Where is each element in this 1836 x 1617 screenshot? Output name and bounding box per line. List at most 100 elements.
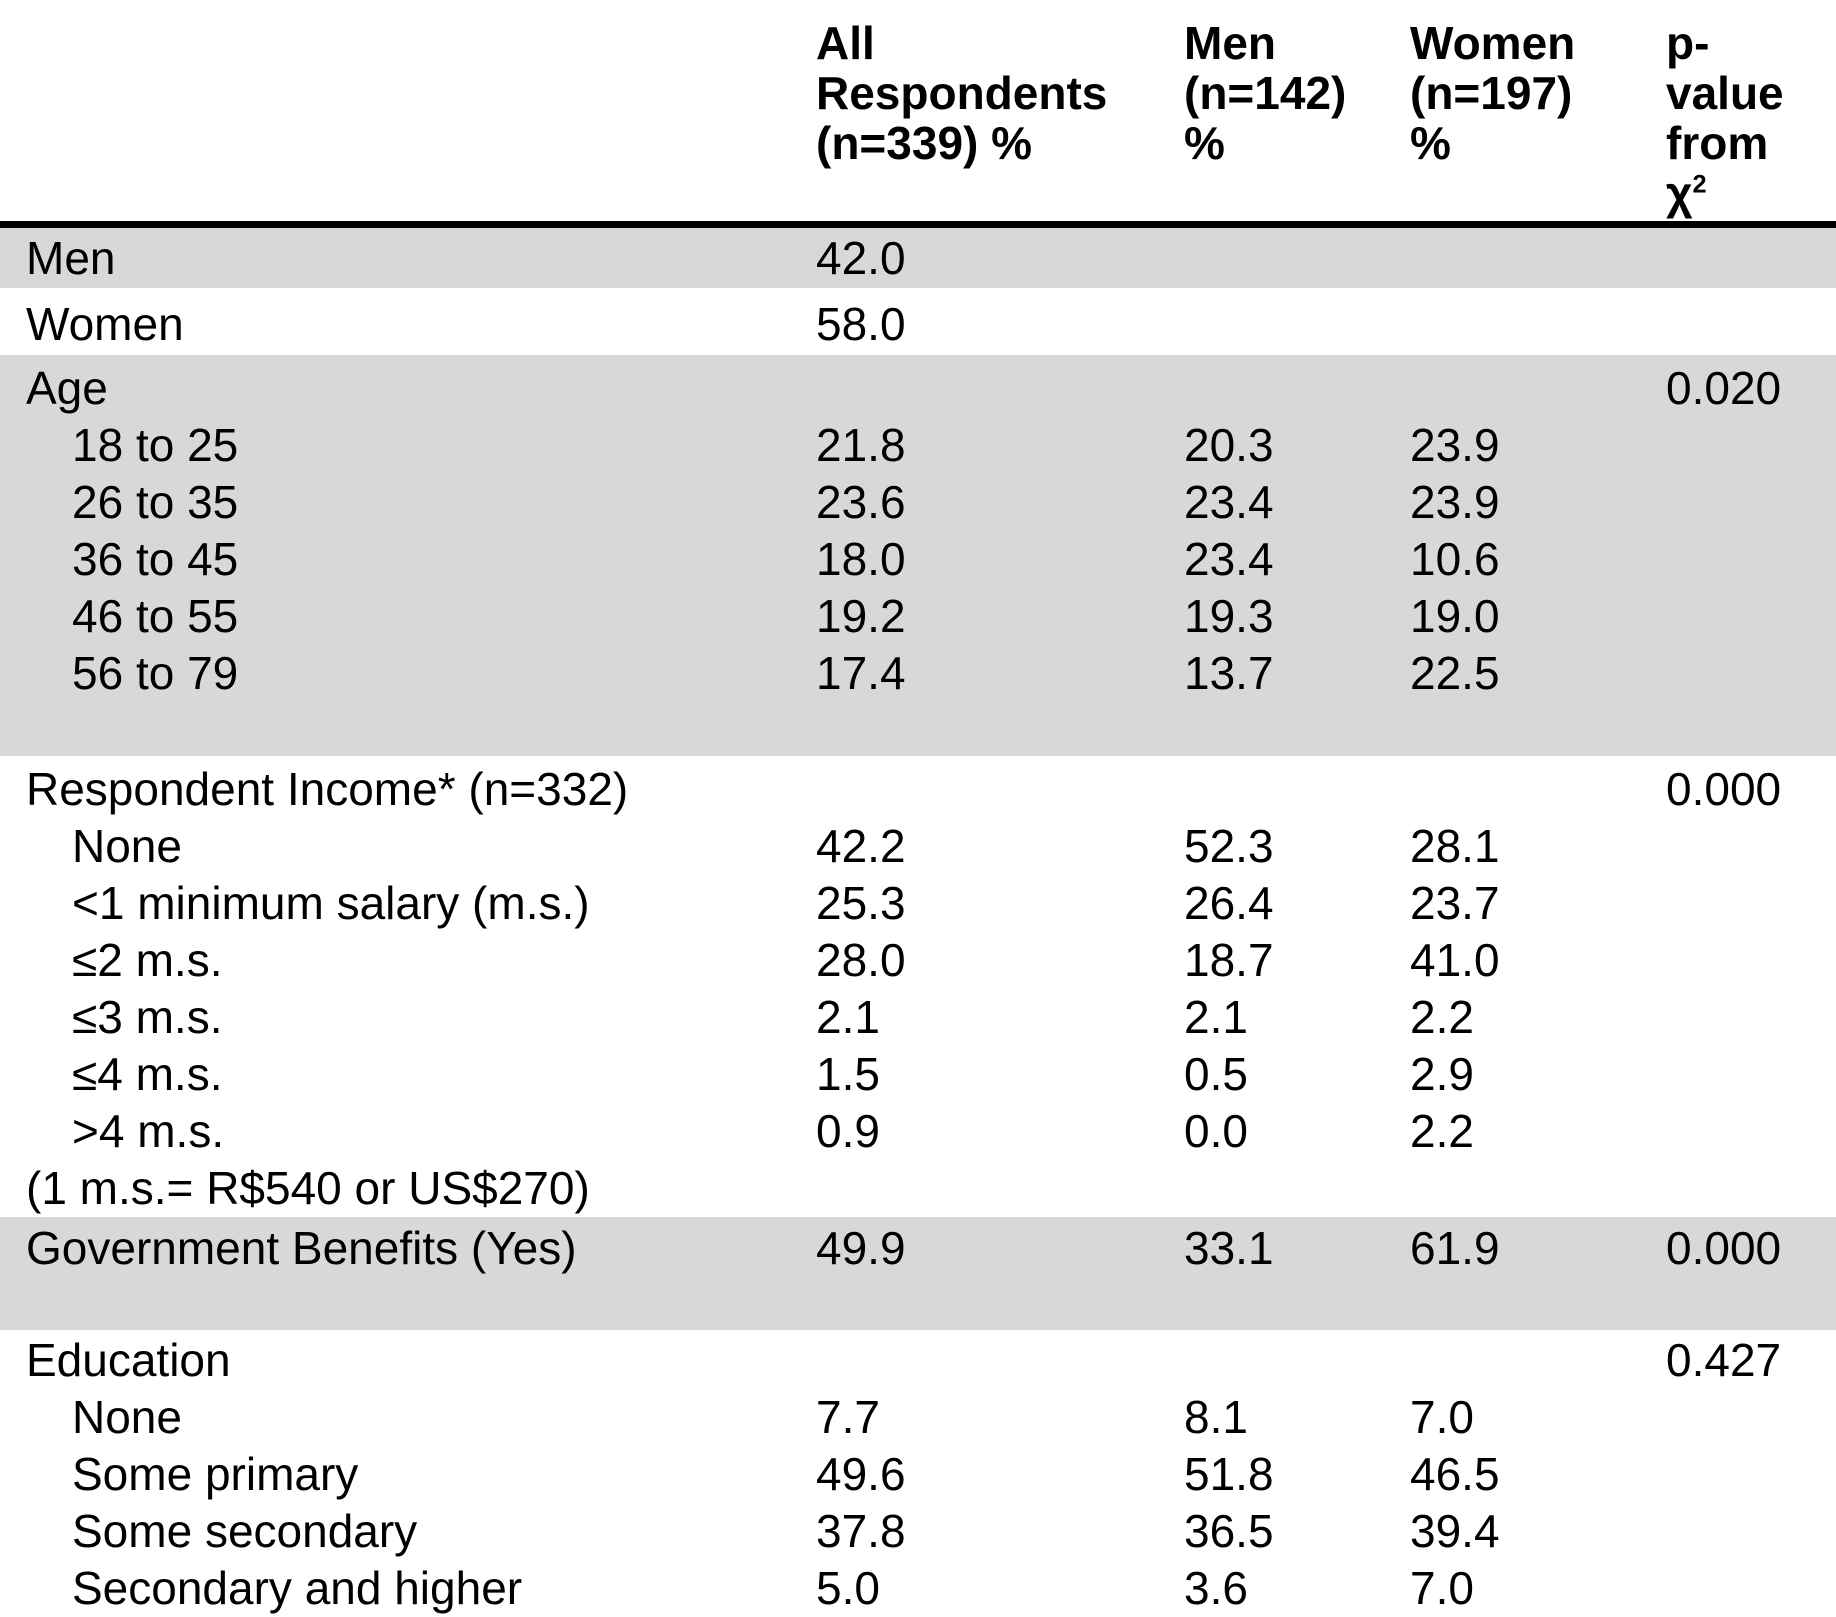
column-header-line: % <box>1410 117 1451 169</box>
cell-p <box>1666 1103 1836 1160</box>
cell-all: 49.9 <box>816 1222 906 1274</box>
cell-label: ≤3 m.s. <box>72 991 223 1043</box>
cell-men: 2.1 <box>1184 991 1248 1043</box>
cell-p <box>1666 1046 1836 1103</box>
cell-men: 51.8 <box>1184 1448 1274 1500</box>
cell-p: 0.427 <box>1666 1334 1782 1386</box>
cell-men: 23.4 <box>1184 533 1274 585</box>
cell-men: 23.4 <box>1184 476 1274 528</box>
cell-label: 36 to 45 <box>72 533 239 585</box>
cell-p <box>1666 230 1836 287</box>
column-header-all-respondents: All Respondents (n=339) % <box>816 18 1184 221</box>
cell-all: 17.4 <box>816 647 906 699</box>
chi-glyph: χ <box>1666 167 1693 219</box>
table-header-row: All Respondents (n=339) % Men (n=142) % … <box>0 0 1836 228</box>
table-row: 46 to 55 19.2 19.3 19.0 <box>0 588 1836 645</box>
table-row-footnote: (1 m.s.= R$540 or US$270) <box>0 1160 1836 1217</box>
table-row: Men 42.0 <box>0 230 1836 287</box>
column-header-line: (n=197) <box>1410 67 1573 119</box>
cell-men: 0.5 <box>1184 1048 1248 1100</box>
cell-men: 33.1 <box>1184 1222 1274 1274</box>
cell-all: 23.6 <box>816 476 906 528</box>
cell-men <box>1184 296 1410 353</box>
cell-p <box>1666 296 1836 353</box>
cell-women: 23.9 <box>1410 476 1500 528</box>
cell-women: 2.9 <box>1410 1048 1474 1100</box>
cell-p <box>1666 474 1836 531</box>
cell-all: 42.2 <box>816 820 906 872</box>
table-row: Women 58.0 <box>0 296 1836 353</box>
cell-women: 23.9 <box>1410 419 1500 471</box>
cell-label: Respondent Income* (n=332) <box>26 763 629 815</box>
table-row: 18 to 25 21.8 20.3 23.9 <box>0 417 1836 474</box>
table-row: 26 to 35 23.6 23.4 23.9 <box>0 474 1836 531</box>
cell-men: 36.5 <box>1184 1505 1274 1557</box>
cell-all: 18.0 <box>816 533 906 585</box>
cell-men <box>1184 360 1410 417</box>
cell-women: 22.5 <box>1410 647 1500 699</box>
cell-p: 0.020 <box>1666 362 1782 414</box>
cell-women <box>1410 1160 1666 1217</box>
cell-men: 19.3 <box>1184 590 1274 642</box>
chi-exponent: 2 <box>1692 170 1707 199</box>
cell-label: Age <box>26 362 108 414</box>
cell-p <box>1666 1446 1836 1503</box>
column-header-line: Men <box>1184 17 1276 69</box>
cell-all: 0.9 <box>816 1105 880 1157</box>
cell-women: 7.0 <box>1410 1391 1474 1443</box>
table-row: Respondent Income* (n=332) 0.000 <box>0 761 1836 818</box>
cell-p: 0.000 <box>1666 763 1782 815</box>
cell-label: 26 to 35 <box>72 476 239 528</box>
column-header-line: (n=339) % <box>816 117 1033 169</box>
table-row: Some primary 49.6 51.8 46.5 <box>0 1446 1836 1503</box>
cell-women <box>1410 761 1666 818</box>
cell-all: 25.3 <box>816 877 906 929</box>
cell-label: Women <box>26 298 184 350</box>
cell-all: 2.1 <box>816 991 880 1043</box>
cell-p <box>1666 1160 1836 1217</box>
cell-men: 0.0 <box>1184 1105 1248 1157</box>
cell-all: 1.5 <box>816 1048 880 1100</box>
section-age: Age 0.020 18 to 25 21.8 20.3 23.9 26 to … <box>0 355 1836 756</box>
cell-label: None <box>72 1391 182 1443</box>
cell-all: 19.2 <box>816 590 906 642</box>
table-row: None 7.7 8.1 7.0 <box>0 1389 1836 1446</box>
cell-p <box>1666 531 1836 588</box>
section-government-benefits: Government Benefits (Yes) 49.9 33.1 61.9… <box>0 1217 1836 1330</box>
section-men: Men 42.0 <box>0 228 1836 288</box>
cell-label: <1 minimum salary (m.s.) <box>72 877 590 929</box>
cell-men: 20.3 <box>1184 419 1274 471</box>
table-row: None 42.2 52.3 28.1 <box>0 818 1836 875</box>
cell-women <box>1410 296 1666 353</box>
cell-label: Education <box>26 1334 231 1386</box>
column-header-line: Respondents <box>816 67 1108 119</box>
cell-label: 56 to 79 <box>72 647 239 699</box>
footnote-minimum-salary: (1 m.s.= R$540 or US$270) <box>26 1162 590 1214</box>
cell-women: 7.0 <box>1410 1562 1474 1614</box>
cell-p <box>1666 588 1836 645</box>
cell-women: 61.9 <box>1410 1222 1500 1274</box>
cell-p <box>1666 417 1836 474</box>
cell-men <box>1184 230 1410 287</box>
section-education: Education 0.427 None 7.7 8.1 7.0 Some pr… <box>0 1330 1836 1617</box>
cell-all: 7.7 <box>816 1391 880 1443</box>
column-header-line: All <box>816 17 875 69</box>
cell-p <box>1666 875 1836 932</box>
cell-all: 49.6 <box>816 1448 906 1500</box>
table-row: Government Benefits (Yes) 49.9 33.1 61.9… <box>0 1220 1836 1277</box>
cell-men <box>1184 761 1410 818</box>
cell-all: 28.0 <box>816 934 906 986</box>
cell-women: 23.7 <box>1410 877 1500 929</box>
column-header-line: % <box>1184 117 1225 169</box>
cell-all <box>816 360 1184 417</box>
cell-women: 39.4 <box>1410 1505 1500 1557</box>
column-header-line: (n=142) <box>1184 67 1347 119</box>
cell-all <box>816 761 1184 818</box>
cell-label: >4 m.s. <box>72 1105 225 1157</box>
cell-all: 58.0 <box>816 298 906 350</box>
cell-women: 2.2 <box>1410 991 1474 1043</box>
cell-p <box>1666 1503 1836 1560</box>
column-header-line: from <box>1666 117 1769 169</box>
chi-squared-symbol: χ2 <box>1666 168 1836 218</box>
